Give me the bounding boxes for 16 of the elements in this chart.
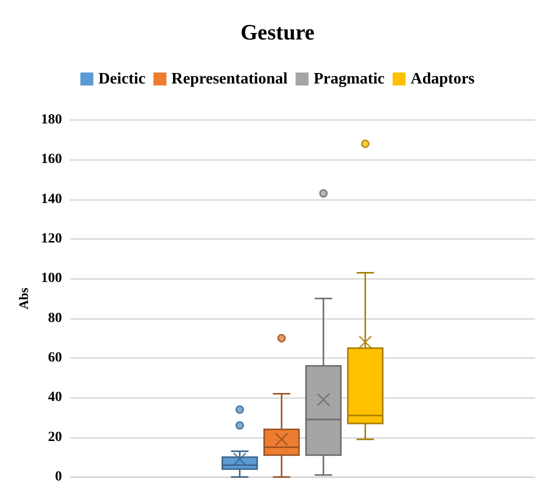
y-axis-title: Abs [16, 288, 32, 310]
y-tick-label: 20 [48, 430, 62, 445]
legend-label: Pragmatic [314, 70, 385, 88]
y-tick-label: 140 [41, 192, 62, 207]
y-tick-label: 80 [48, 310, 62, 326]
y-tick-label: 100 [41, 271, 62, 286]
legend-label: Representational [171, 70, 288, 88]
y-tick-label: 40 [48, 390, 62, 406]
legend-label: Deictic [98, 70, 146, 88]
y-tick-label: 0 [55, 470, 62, 484]
y-tick-label: 60 [48, 350, 62, 366]
y-tick-label: 120 [41, 232, 62, 246]
y-tick-label: 180 [41, 112, 62, 128]
legend-label: Adaptors [410, 70, 475, 88]
chart-title: Gesture [240, 20, 315, 44]
y-tick-label: 160 [41, 152, 62, 168]
